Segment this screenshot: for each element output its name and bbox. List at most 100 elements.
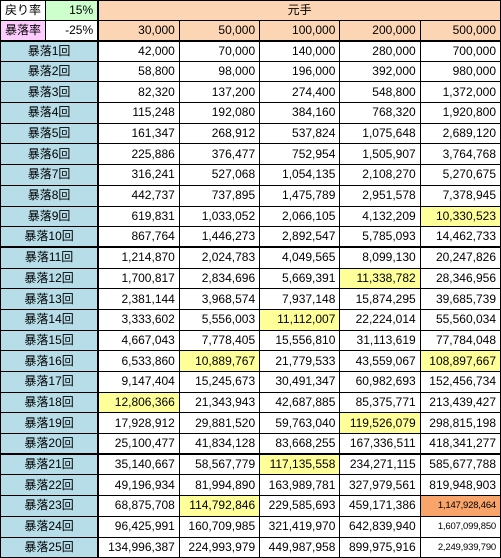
table-cell[interactable]: 1,475,789 bbox=[259, 184, 341, 207]
table-cell[interactable]: 280,000 bbox=[339, 40, 421, 62]
table-cell[interactable]: 700,000 bbox=[419, 40, 501, 62]
table-cell[interactable]: 20,247,826 bbox=[419, 246, 501, 269]
table-cell[interactable]: 5,556,003 bbox=[178, 308, 261, 331]
table-cell[interactable]: 114,792,846 bbox=[178, 495, 261, 517]
table-cell[interactable]: 7,378,945 bbox=[419, 184, 501, 207]
table-cell[interactable]: 1,505,907 bbox=[339, 143, 421, 166]
table-cell[interactable]: 585,677,788 bbox=[419, 453, 501, 476]
table-cell[interactable]: 449,987,958 bbox=[259, 536, 341, 558]
table-cell[interactable]: 83,668,255 bbox=[259, 433, 341, 456]
table-cell[interactable]: 29,881,520 bbox=[178, 412, 261, 435]
table-cell[interactable]: 737,895 bbox=[178, 184, 261, 207]
table-cell[interactable]: 3,968,574 bbox=[178, 288, 261, 310]
table-cell[interactable]: 7,778,405 bbox=[178, 329, 261, 352]
table-cell[interactable]: 108,897,667 bbox=[419, 350, 501, 372]
table-cell[interactable]: 3,333,602 bbox=[97, 308, 180, 331]
table-cell[interactable]: 3,764,768 bbox=[419, 143, 501, 166]
table-cell[interactable]: 224,993,979 bbox=[178, 536, 261, 558]
table-cell[interactable]: 167,336,511 bbox=[339, 433, 421, 456]
table-cell[interactable]: 31,113,619 bbox=[339, 329, 421, 352]
table-cell[interactable]: 2,892,547 bbox=[259, 226, 341, 249]
table-cell[interactable]: 161,347 bbox=[97, 122, 180, 145]
table-cell[interactable]: 137,200 bbox=[178, 81, 261, 104]
table-cell[interactable]: 8,099,130 bbox=[339, 246, 421, 269]
table-cell[interactable]: 1,372,000 bbox=[419, 81, 501, 104]
table-cell[interactable]: 152,456,734 bbox=[419, 371, 501, 393]
table-cell[interactable]: 268,912 bbox=[178, 122, 261, 145]
table-cell[interactable]: 17,928,912 bbox=[97, 412, 180, 435]
table-cell[interactable]: 899,975,916 bbox=[339, 536, 421, 558]
table-cell[interactable]: 196,000 bbox=[259, 60, 341, 83]
table-cell[interactable]: 4,049,565 bbox=[259, 246, 341, 269]
table-cell[interactable]: 5,669,391 bbox=[259, 267, 341, 290]
table-cell[interactable]: 43,559,067 bbox=[339, 350, 421, 372]
table-cell[interactable]: 1,033,052 bbox=[178, 205, 261, 228]
table-cell[interactable]: 6,533,860 bbox=[97, 350, 180, 372]
table-cell[interactable]: 59,763,040 bbox=[259, 412, 341, 435]
table-cell[interactable]: 274,400 bbox=[259, 81, 341, 104]
table-cell[interactable]: 77,784,048 bbox=[419, 329, 501, 352]
table-cell[interactable]: 2,024,783 bbox=[178, 246, 261, 269]
table-cell[interactable]: 81,994,890 bbox=[178, 474, 261, 497]
table-cell[interactable]: 68,875,708 bbox=[97, 495, 180, 517]
table-cell[interactable]: 58,567,779 bbox=[178, 453, 261, 476]
table-cell[interactable]: 1,147,928,464 bbox=[419, 495, 501, 517]
table-cell[interactable]: 119,526,079 bbox=[339, 412, 421, 435]
table-cell[interactable]: 392,000 bbox=[339, 60, 421, 83]
table-cell[interactable]: 11,338,782 bbox=[339, 267, 421, 290]
table-cell[interactable]: 1,920,800 bbox=[419, 102, 501, 124]
table-cell[interactable]: 2,066,105 bbox=[259, 205, 341, 228]
table-cell[interactable]: 96,425,991 bbox=[97, 515, 180, 538]
table-cell[interactable]: 980,000 bbox=[419, 60, 501, 83]
table-cell[interactable]: 225,886 bbox=[97, 143, 180, 166]
table-cell[interactable]: 11,112,007 bbox=[259, 308, 341, 331]
table-cell[interactable]: 41,834,128 bbox=[178, 433, 261, 456]
table-cell[interactable]: 418,341,277 bbox=[419, 433, 501, 456]
return-rate-value[interactable]: 15% bbox=[45, 0, 100, 21]
table-cell[interactable]: 768,320 bbox=[339, 102, 421, 124]
table-cell[interactable]: 22,224,014 bbox=[339, 308, 421, 331]
table-cell[interactable]: 4,667,043 bbox=[97, 329, 180, 352]
table-cell[interactable]: 70,000 bbox=[178, 40, 261, 62]
table-cell[interactable]: 85,375,771 bbox=[339, 391, 421, 414]
table-cell[interactable]: 2,951,578 bbox=[339, 184, 421, 207]
table-cell[interactable]: 55,560,034 bbox=[419, 308, 501, 331]
table-cell[interactable]: 2,689,120 bbox=[419, 122, 501, 145]
table-cell[interactable]: 49,196,934 bbox=[97, 474, 180, 497]
table-cell[interactable]: 21,779,533 bbox=[259, 350, 341, 372]
table-cell[interactable]: 229,585,693 bbox=[259, 495, 341, 517]
table-cell[interactable]: 1,214,870 bbox=[97, 246, 180, 269]
table-cell[interactable]: 442,737 bbox=[97, 184, 180, 207]
table-cell[interactable]: 213,439,427 bbox=[419, 391, 501, 414]
table-cell[interactable]: 1,446,273 bbox=[178, 226, 261, 249]
table-cell[interactable]: 459,171,386 bbox=[339, 495, 421, 517]
table-cell[interactable]: 2,108,270 bbox=[339, 164, 421, 186]
table-cell[interactable]: 321,419,970 bbox=[259, 515, 341, 538]
table-cell[interactable]: 15,245,673 bbox=[178, 371, 261, 393]
table-cell[interactable]: 28,346,956 bbox=[419, 267, 501, 290]
table-cell[interactable]: 192,080 bbox=[178, 102, 261, 124]
table-cell[interactable]: 82,320 bbox=[97, 81, 180, 104]
table-cell[interactable]: 15,556,810 bbox=[259, 329, 341, 352]
table-cell[interactable]: 15,874,295 bbox=[339, 288, 421, 310]
table-cell[interactable]: 21,343,943 bbox=[178, 391, 261, 414]
table-cell[interactable]: 42,000 bbox=[97, 40, 180, 62]
table-cell[interactable]: 527,068 bbox=[178, 164, 261, 186]
table-cell[interactable]: 234,271,115 bbox=[339, 453, 421, 476]
table-cell[interactable]: 327,979,561 bbox=[339, 474, 421, 497]
table-cell[interactable]: 134,996,387 bbox=[97, 536, 180, 558]
table-cell[interactable]: 7,937,148 bbox=[259, 288, 341, 310]
table-cell[interactable]: 376,477 bbox=[178, 143, 261, 166]
table-cell[interactable]: 1,054,135 bbox=[259, 164, 341, 186]
table-cell[interactable]: 42,687,885 bbox=[259, 391, 341, 414]
table-cell[interactable]: 39,685,739 bbox=[419, 288, 501, 310]
table-cell[interactable]: 58,800 bbox=[97, 60, 180, 83]
table-cell[interactable]: 10,330,523 bbox=[419, 205, 501, 228]
table-cell[interactable]: 14,462,733 bbox=[419, 226, 501, 249]
table-cell[interactable]: 60,982,693 bbox=[339, 371, 421, 393]
table-cell[interactable]: 384,160 bbox=[259, 102, 341, 124]
table-cell[interactable]: 35,140,667 bbox=[97, 453, 180, 476]
table-cell[interactable]: 1,700,817 bbox=[97, 267, 180, 290]
table-cell[interactable]: 2,381,144 bbox=[97, 288, 180, 310]
table-cell[interactable]: 5,785,093 bbox=[339, 226, 421, 249]
